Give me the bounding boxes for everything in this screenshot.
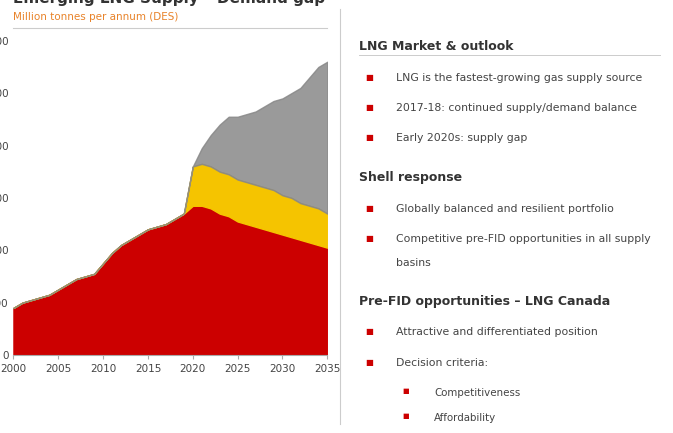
Text: Emerging LNG Supply – Demand gap: Emerging LNG Supply – Demand gap [13, 0, 326, 6]
Text: Competitive pre-FID opportunities in all supply: Competitive pre-FID opportunities in all… [396, 234, 651, 244]
Text: ■: ■ [365, 234, 373, 243]
Text: LNG is the fastest-growing gas supply source: LNG is the fastest-growing gas supply so… [396, 73, 643, 83]
Text: ■: ■ [402, 413, 409, 419]
Text: ■: ■ [365, 133, 373, 142]
Text: Million tonnes per annum (DES): Million tonnes per annum (DES) [13, 13, 179, 23]
Text: ■: ■ [365, 73, 373, 81]
Text: ■: ■ [402, 388, 409, 394]
Text: Decision criteria:: Decision criteria: [396, 358, 489, 368]
Text: Pre-FID opportunities – LNG Canada: Pre-FID opportunities – LNG Canada [359, 295, 610, 308]
Text: 2017-18: continued supply/demand balance: 2017-18: continued supply/demand balance [396, 103, 637, 113]
Text: ■: ■ [365, 204, 373, 213]
Text: Attractive and differentiated position: Attractive and differentiated position [396, 327, 598, 337]
Text: LNG Market & outlook: LNG Market & outlook [359, 40, 513, 53]
Text: Competitiveness: Competitiveness [434, 388, 520, 398]
Text: Globally balanced and resilient portfolio: Globally balanced and resilient portfoli… [396, 204, 614, 214]
Text: Early 2020s: supply gap: Early 2020s: supply gap [396, 133, 528, 143]
Text: ■: ■ [365, 327, 373, 336]
Text: ■: ■ [365, 358, 373, 367]
Text: ■: ■ [365, 103, 373, 112]
Text: basins: basins [396, 258, 431, 268]
Text: Affordability: Affordability [434, 413, 496, 423]
Text: Shell response: Shell response [359, 171, 462, 184]
